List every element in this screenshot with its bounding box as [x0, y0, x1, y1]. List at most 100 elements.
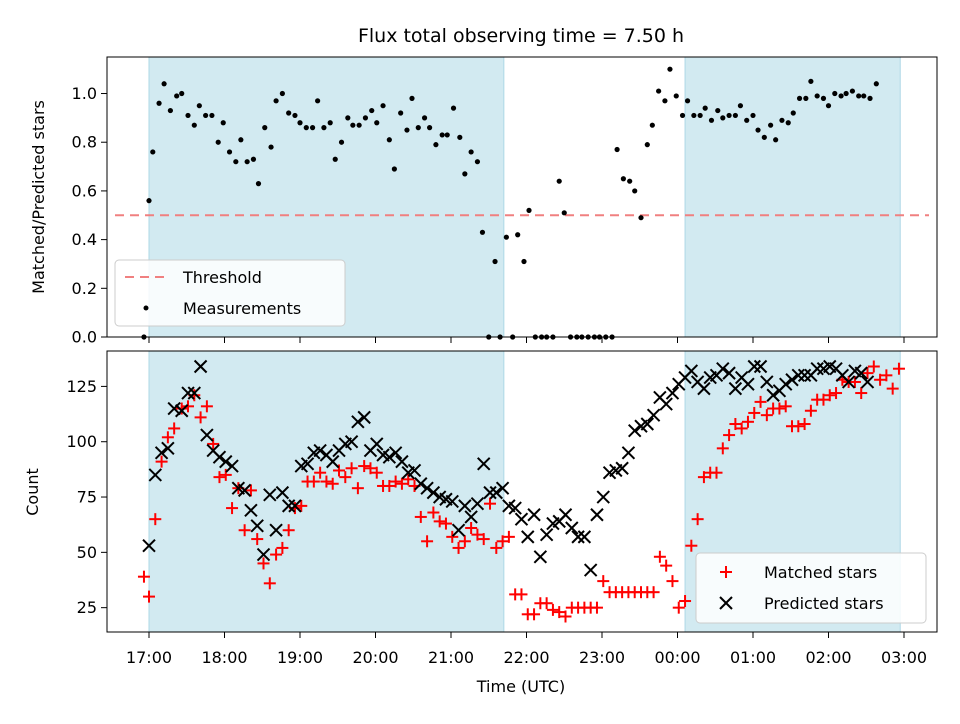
measurement-point — [427, 125, 433, 131]
legend-predicted-label: Predicted stars — [764, 594, 884, 613]
bottom-y-ticks: 25 50 75 100 125 — [66, 377, 107, 617]
measurement-point — [702, 105, 708, 111]
measurement-point — [521, 258, 527, 265]
measurement-point — [849, 88, 856, 94]
measurement-point — [380, 103, 386, 109]
matched-star-point — [314, 466, 327, 479]
matched-star-point — [446, 530, 459, 543]
matched-star-point — [723, 429, 736, 442]
predicted-star-point — [250, 519, 264, 533]
measurement-point — [744, 117, 750, 123]
measurement-point — [439, 132, 445, 138]
legend-measurements-swatch — [143, 305, 149, 311]
measurement-point — [233, 159, 239, 165]
predicted-star-point — [489, 485, 504, 500]
predicted-star-point — [760, 375, 774, 389]
bottom-count-points — [137, 359, 905, 623]
measurement-point — [667, 66, 673, 72]
measurement-point — [785, 120, 791, 126]
x-tick-label: 20:00 — [352, 648, 398, 667]
matched-star-point — [213, 471, 226, 484]
matched-star-point — [660, 559, 673, 572]
matched-star-point — [149, 513, 162, 526]
matched-star-point — [414, 510, 427, 523]
top-y-ticks: 0.0 0.2 0.4 0.6 0.8 1.0 — [72, 84, 107, 347]
predicted-star-point — [527, 508, 541, 522]
predicted-star-point — [420, 481, 434, 495]
measurement-point — [292, 112, 298, 119]
matched-star-point — [597, 575, 610, 588]
x-tick-label: 03:00 — [881, 648, 927, 667]
measurement-point — [843, 90, 849, 97]
predicted-star-point — [426, 485, 441, 500]
matched-star-point — [370, 466, 383, 479]
matched-star-point — [779, 400, 792, 413]
predicted-star-point — [281, 499, 296, 513]
top-panel: 0.0 0.2 0.4 0.6 0.8 1.0 Matched/Predicted sta… — [29, 56, 938, 347]
measurement-point — [644, 142, 650, 148]
predicted-star-point — [514, 512, 529, 526]
matched-star-point — [175, 402, 188, 415]
measurement-point — [196, 103, 202, 109]
predicted-star-point — [791, 368, 806, 383]
y-tick-label: 0.4 — [72, 230, 97, 249]
matched-star-point — [540, 597, 553, 610]
legend-measurements-label: Measurements — [183, 299, 301, 318]
matched-star-point — [490, 541, 503, 554]
matched-star-point — [886, 382, 899, 395]
bottom-axes-frame — [106, 350, 938, 633]
predicted-star-point — [785, 373, 799, 387]
matched-star-point — [326, 477, 339, 490]
matched-star-point — [402, 473, 415, 486]
measurement-point — [649, 122, 655, 128]
predicted-star-point — [659, 397, 673, 411]
measurement-point — [457, 134, 463, 140]
predicted-star-point — [357, 410, 371, 425]
measurement-point — [726, 112, 732, 119]
matched-star-point — [257, 557, 270, 570]
measurement-point — [415, 125, 421, 131]
measurement-point — [856, 93, 862, 99]
predicted-star-point — [200, 428, 214, 442]
measurement-point — [303, 125, 309, 131]
predicted-star-point — [640, 417, 655, 431]
predicted-star-point — [344, 435, 359, 449]
shaded-region — [685, 57, 901, 337]
matched-star-point — [647, 586, 660, 599]
measurement-point — [369, 107, 375, 114]
bottom-panel: 25 50 75 100 125 17:00 18:00 19:00 20:00 21:00 22… — [23, 350, 938, 696]
measurement-point — [179, 90, 185, 97]
predicted-star-point — [187, 386, 202, 400]
matched-star-point — [389, 475, 402, 488]
predicted-star-point — [351, 415, 365, 429]
measurement-point — [332, 156, 338, 162]
matched-star-point — [276, 541, 289, 554]
measurement-point — [362, 115, 369, 121]
matched-star-point — [263, 577, 276, 590]
measurement-point — [209, 112, 215, 119]
matched-star-point — [194, 411, 207, 424]
x-tick-label: 18:00 — [201, 648, 247, 667]
x-tick-label: 19:00 — [277, 648, 323, 667]
measurement-point — [315, 98, 321, 104]
matched-star-point — [892, 362, 905, 375]
matched-star-point — [653, 550, 666, 563]
measurement-point — [273, 98, 279, 104]
matched-star-point — [729, 418, 742, 431]
matched-star-point — [697, 471, 710, 484]
measurement-point — [556, 178, 562, 184]
predicted-star-point — [244, 503, 258, 518]
matched-star-point — [867, 360, 880, 373]
measurement-point — [421, 115, 428, 121]
predicted-star-point — [175, 404, 189, 418]
matched-star-point — [672, 601, 685, 614]
measurement-point — [820, 95, 827, 101]
matched-star-point — [484, 497, 497, 510]
measurement-point — [174, 93, 180, 99]
predicted-star-point — [854, 366, 868, 380]
matched-star-point — [773, 402, 786, 415]
measurement-point — [255, 181, 262, 187]
predicted-star-point — [841, 375, 856, 389]
matched-star-point — [282, 524, 295, 537]
matched-star-point — [559, 610, 572, 623]
